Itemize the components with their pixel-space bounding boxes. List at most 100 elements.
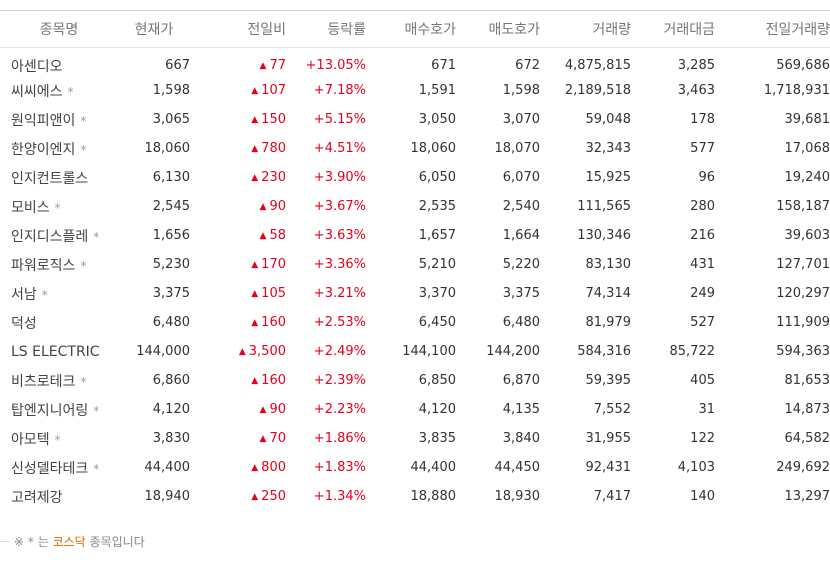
ask-cell: 6,070 — [502, 170, 540, 185]
rate-cell: +7.18% — [313, 83, 366, 98]
price-cell: 1,598 — [152, 83, 190, 98]
ask-cell: 1,664 — [502, 228, 540, 243]
price-cell: 6,130 — [152, 170, 190, 185]
table-row: LS ELECTRIC 144,000 ▲ 3,500 +2.49% 144,100 144… — [0, 337, 830, 366]
ask-cell: 3,070 — [502, 112, 540, 127]
change-value: 90 — [269, 199, 286, 214]
volume-cell: 32,343 — [585, 141, 632, 156]
ask-cell: 5,220 — [502, 257, 540, 272]
rate-cell: +1.86% — [313, 431, 366, 446]
amount-cell: 527 — [690, 315, 715, 330]
col-header-ask[interactable]: 매도호가 — [488, 21, 540, 38]
volume-cell: 7,417 — [593, 489, 631, 504]
stock-name-link[interactable]: 원익피앤이 — [11, 112, 76, 129]
rate-cell: +4.51% — [313, 141, 366, 156]
table-row: 인지컨트롤스 6,130 ▲ 230 +3.90% 6,050 6,070 15,925 96 1… — [0, 163, 830, 192]
change-value: 3,500 — [248, 344, 286, 359]
change-value: 780 — [261, 141, 286, 156]
stock-name-link[interactable]: 비츠로테크 — [11, 373, 76, 390]
stock-name-cell: 인지디스플레 * — [0, 221, 118, 250]
stock-name-link[interactable]: 탑엔지니어링 — [11, 402, 89, 419]
stock-name-cell: 아센디오 — [0, 47, 118, 76]
price-cell: 3,065 — [152, 112, 190, 127]
up-triangle-icon: ▲ — [251, 144, 259, 154]
stock-name-cell: LS ELECTRIC — [0, 337, 118, 366]
change-value: 58 — [269, 228, 286, 243]
stock-name-link[interactable]: 아센디오 — [11, 58, 63, 75]
amount-cell: 178 — [690, 112, 715, 127]
stock-name-link[interactable]: LS ELECTRIC — [11, 343, 100, 360]
stock-name-link[interactable]: 씨씨에스 — [11, 83, 63, 100]
rate-cell: +13.05% — [305, 58, 366, 74]
up-triangle-icon: ▲ — [251, 376, 259, 386]
amount-cell: 431 — [690, 257, 715, 272]
change-cell: ▲ 800 — [190, 453, 286, 482]
rate-cell: +5.15% — [313, 112, 366, 127]
rate-cell: +3.63% — [313, 228, 366, 243]
up-triangle-icon: ▲ — [259, 61, 267, 72]
rate-cell: +2.39% — [313, 373, 366, 388]
footnote-text-after: 종목입니다 — [89, 535, 145, 549]
kosdaq-star-icon: * — [93, 403, 100, 418]
change-value: 150 — [261, 112, 286, 127]
stock-name-link[interactable]: 파워로직스 — [11, 257, 76, 274]
stock-name-cell: 파워로직스 * — [0, 250, 118, 279]
kosdaq-star-icon: * — [54, 432, 61, 447]
stock-name-link[interactable]: 신성델타테크 — [11, 460, 89, 477]
bid-cell: 44,400 — [410, 460, 457, 475]
stock-name-cell: 서남 * — [0, 279, 118, 308]
prev-volume-cell: 1,718,931 — [763, 83, 830, 98]
prev-volume-cell: 594,363 — [776, 344, 830, 359]
stock-name-link[interactable]: 서남 — [11, 286, 37, 303]
rate-cell: +3.36% — [313, 257, 366, 272]
kosdaq-star-icon: * — [93, 461, 100, 476]
volume-cell: 92,431 — [585, 460, 632, 475]
col-header-rate[interactable]: 등락률 — [327, 21, 366, 38]
up-triangle-icon: ▲ — [259, 231, 267, 241]
up-triangle-icon: ▲ — [238, 347, 246, 357]
prev-volume-cell: 17,068 — [784, 141, 830, 156]
bid-cell: 3,835 — [418, 431, 456, 446]
stock-name-link[interactable]: 아모텍 — [11, 431, 50, 448]
change-cell: ▲ 58 — [190, 221, 286, 250]
col-header-price[interactable]: 현재가 — [134, 21, 174, 38]
change-cell: ▲ 160 — [190, 366, 286, 395]
stock-name-link[interactable]: 고려제강 — [11, 489, 63, 506]
bid-cell: 18,880 — [410, 489, 457, 504]
rate-cell: +3.90% — [313, 170, 366, 185]
prev-volume-cell: 19,240 — [784, 170, 830, 185]
stock-name-cell: 고려제강 — [0, 482, 118, 511]
amount-cell: 31 — [698, 402, 715, 417]
col-header-change[interactable]: 전일비 — [247, 21, 286, 38]
price-cell: 1,656 — [152, 228, 190, 243]
bid-cell: 671 — [431, 58, 456, 74]
prev-volume-cell: 64,582 — [784, 431, 830, 446]
prev-volume-cell: 13,297 — [784, 489, 830, 504]
stock-name-link[interactable]: 덕성 — [11, 315, 37, 332]
amount-cell: 4,103 — [677, 460, 715, 475]
table-row: 씨씨에스 * 1,598 ▲ 107 +7.18% 1,591 1,598 2,189,518 3… — [0, 76, 830, 105]
col-header-amount[interactable]: 거래대금 — [663, 21, 715, 38]
ask-cell: 18,070 — [494, 141, 541, 156]
footnote-star: * — [27, 535, 34, 549]
col-header-volume[interactable]: 거래량 — [592, 21, 631, 38]
stock-name-link[interactable]: 모비스 — [11, 199, 50, 216]
up-triangle-icon: ▲ — [259, 405, 267, 415]
amount-cell: 216 — [690, 228, 715, 243]
table-row: 비츠로테크 * 6,860 ▲ 160 +2.39% 6,850 6,870 59,395 405… — [0, 366, 830, 395]
volume-cell: 15,925 — [585, 170, 632, 185]
kosdaq-star-icon: * — [80, 374, 87, 389]
volume-cell: 81,979 — [585, 315, 632, 330]
col-header-prev-volume[interactable]: 전일거래량 — [765, 21, 830, 38]
stock-name-link[interactable]: 인지컨트롤스 — [11, 170, 89, 187]
col-header-name[interactable]: 종목명 — [39, 21, 79, 38]
table-row: 아모텍 * 3,830 ▲ 70 +1.86% 3,835 3,840 31,955 122 64,… — [0, 424, 830, 453]
col-header-bid[interactable]: 매수호가 — [404, 21, 456, 38]
table-top-border — [0, 10, 830, 11]
up-triangle-icon: ▲ — [251, 463, 259, 473]
stock-name-cell: 모비스 * — [0, 192, 118, 221]
stock-name-link[interactable]: 한양이엔지 — [11, 141, 76, 158]
up-triangle-icon: ▲ — [251, 260, 259, 270]
stock-name-link[interactable]: 인지디스플레 — [11, 228, 89, 245]
table-row: 고려제강 18,940 ▲ 250 +1.34% 18,880 18,930 7,417 140… — [0, 482, 830, 511]
